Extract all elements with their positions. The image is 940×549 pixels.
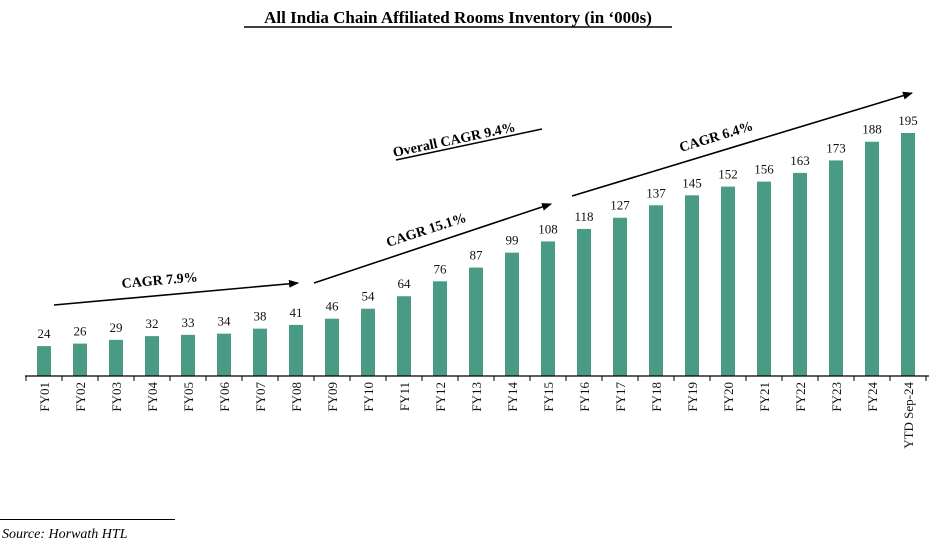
bar-fy18 — [649, 205, 663, 376]
cagr-label-1: CAGR 7.9% — [121, 270, 198, 292]
data-label: 156 — [754, 162, 774, 177]
data-label: 29 — [110, 320, 123, 335]
data-label: 46 — [326, 299, 340, 314]
bar-fy22 — [793, 172, 807, 376]
bar-fy16 — [577, 228, 591, 376]
data-label: 127 — [610, 198, 630, 213]
bar-fy08 — [289, 324, 303, 376]
data-label: 145 — [682, 175, 702, 190]
data-label: 41 — [290, 305, 303, 320]
bar-fy23 — [829, 160, 843, 376]
x-tick-label: FY04 — [145, 382, 160, 412]
data-label: 24 — [38, 326, 52, 341]
overall-cagr-underline — [395, 128, 543, 161]
data-label: 76 — [434, 261, 448, 276]
x-tick-label: FY07 — [253, 382, 268, 412]
data-label: 38 — [254, 309, 267, 324]
x-tick-label: FY23 — [829, 382, 844, 412]
chart-title-group: All India Chain Affiliated Rooms Invento… — [244, 8, 672, 28]
x-tick-label: FY09 — [325, 382, 340, 412]
x-tick-label: FY17 — [613, 382, 628, 412]
bar-fy17 — [613, 217, 627, 376]
bar-fy24 — [865, 141, 879, 376]
overall-cagr-label: Overall CAGR 9.4% — [392, 120, 517, 161]
bar-fy15 — [541, 241, 555, 376]
cagr-label-3: CAGR 6.4% — [678, 119, 755, 156]
cagr-arrow-1 — [53, 279, 299, 306]
bar-fy03 — [109, 339, 123, 376]
data-label: 108 — [538, 221, 558, 236]
data-label: 163 — [790, 153, 810, 168]
x-axis: FY01 FY02 FY03 FY04 FY05 FY06 FY07 FY08 FY09 FY10… — [25, 375, 929, 449]
data-label: 173 — [826, 140, 846, 155]
x-tick-label: FY10 — [361, 382, 376, 412]
data-label: 137 — [646, 185, 666, 200]
data-label: 188 — [862, 122, 882, 137]
bar-fy19 — [685, 195, 699, 376]
x-tick-label: FY11 — [397, 382, 412, 411]
bar-fy13 — [469, 267, 483, 376]
data-label: 32 — [146, 316, 159, 331]
source-note: Source: Horwath HTL — [2, 527, 128, 542]
bar-fy04 — [145, 336, 159, 376]
bar-fy14 — [505, 252, 519, 376]
x-tick-label: FY12 — [433, 382, 448, 412]
cagr-arrow-3 — [571, 91, 913, 197]
source-divider — [0, 519, 175, 520]
x-tick-label: FY01 — [37, 382, 52, 412]
x-tick-label: FY21 — [757, 382, 772, 412]
bar-fy10 — [361, 308, 375, 376]
data-label: 152 — [718, 167, 738, 182]
x-tick-label: FY16 — [577, 382, 592, 412]
x-tick-label: FY13 — [469, 382, 484, 412]
bar-fy06 — [217, 333, 231, 376]
bar-fy21 — [757, 181, 771, 376]
data-label: 64 — [398, 276, 412, 291]
bar-fy09 — [325, 318, 339, 376]
bar-fy20 — [721, 186, 735, 376]
data-label: 33 — [182, 315, 195, 330]
data-label: 195 — [898, 113, 918, 128]
chart-title: All India Chain Affiliated Rooms Invento… — [264, 8, 652, 27]
x-tick-label: FY02 — [73, 382, 88, 412]
x-tick-label: YTD Sep-24 — [901, 382, 916, 449]
bar-fy12 — [433, 281, 447, 376]
x-tick-label: FY14 — [505, 382, 520, 412]
cagr-arrow-2 — [313, 203, 552, 284]
x-tick-label: FY20 — [721, 382, 736, 412]
data-label: 87 — [470, 248, 484, 263]
x-tick-label: FY15 — [541, 382, 556, 412]
bars-group — [37, 133, 915, 376]
data-label: 26 — [74, 324, 88, 339]
data-label: 118 — [574, 209, 593, 224]
x-tick-label: FY24 — [865, 382, 880, 412]
x-tick-label: FY18 — [649, 382, 664, 412]
x-tick-label: FY08 — [289, 382, 304, 412]
x-tick-label: FY05 — [181, 382, 196, 412]
bar-fy02 — [73, 343, 87, 376]
bar-fy07 — [253, 328, 267, 376]
data-label: 99 — [506, 233, 519, 248]
x-tick-label: FY03 — [109, 382, 124, 412]
x-tick-label: FY22 — [793, 382, 808, 412]
x-tick-label: FY19 — [685, 382, 700, 412]
data-label: 54 — [362, 289, 376, 304]
bar-ytd-sep-24 — [901, 133, 915, 376]
x-tick-label: FY06 — [217, 382, 232, 412]
bar-fy11 — [397, 296, 411, 376]
data-label: 34 — [218, 314, 232, 329]
data-labels-group: 24 26 29 32 33 34 38 41 46 54 64 76 87 99 108 118 127 137… — [38, 113, 918, 341]
bar-fy05 — [181, 334, 195, 376]
bar-fy01 — [37, 346, 51, 376]
